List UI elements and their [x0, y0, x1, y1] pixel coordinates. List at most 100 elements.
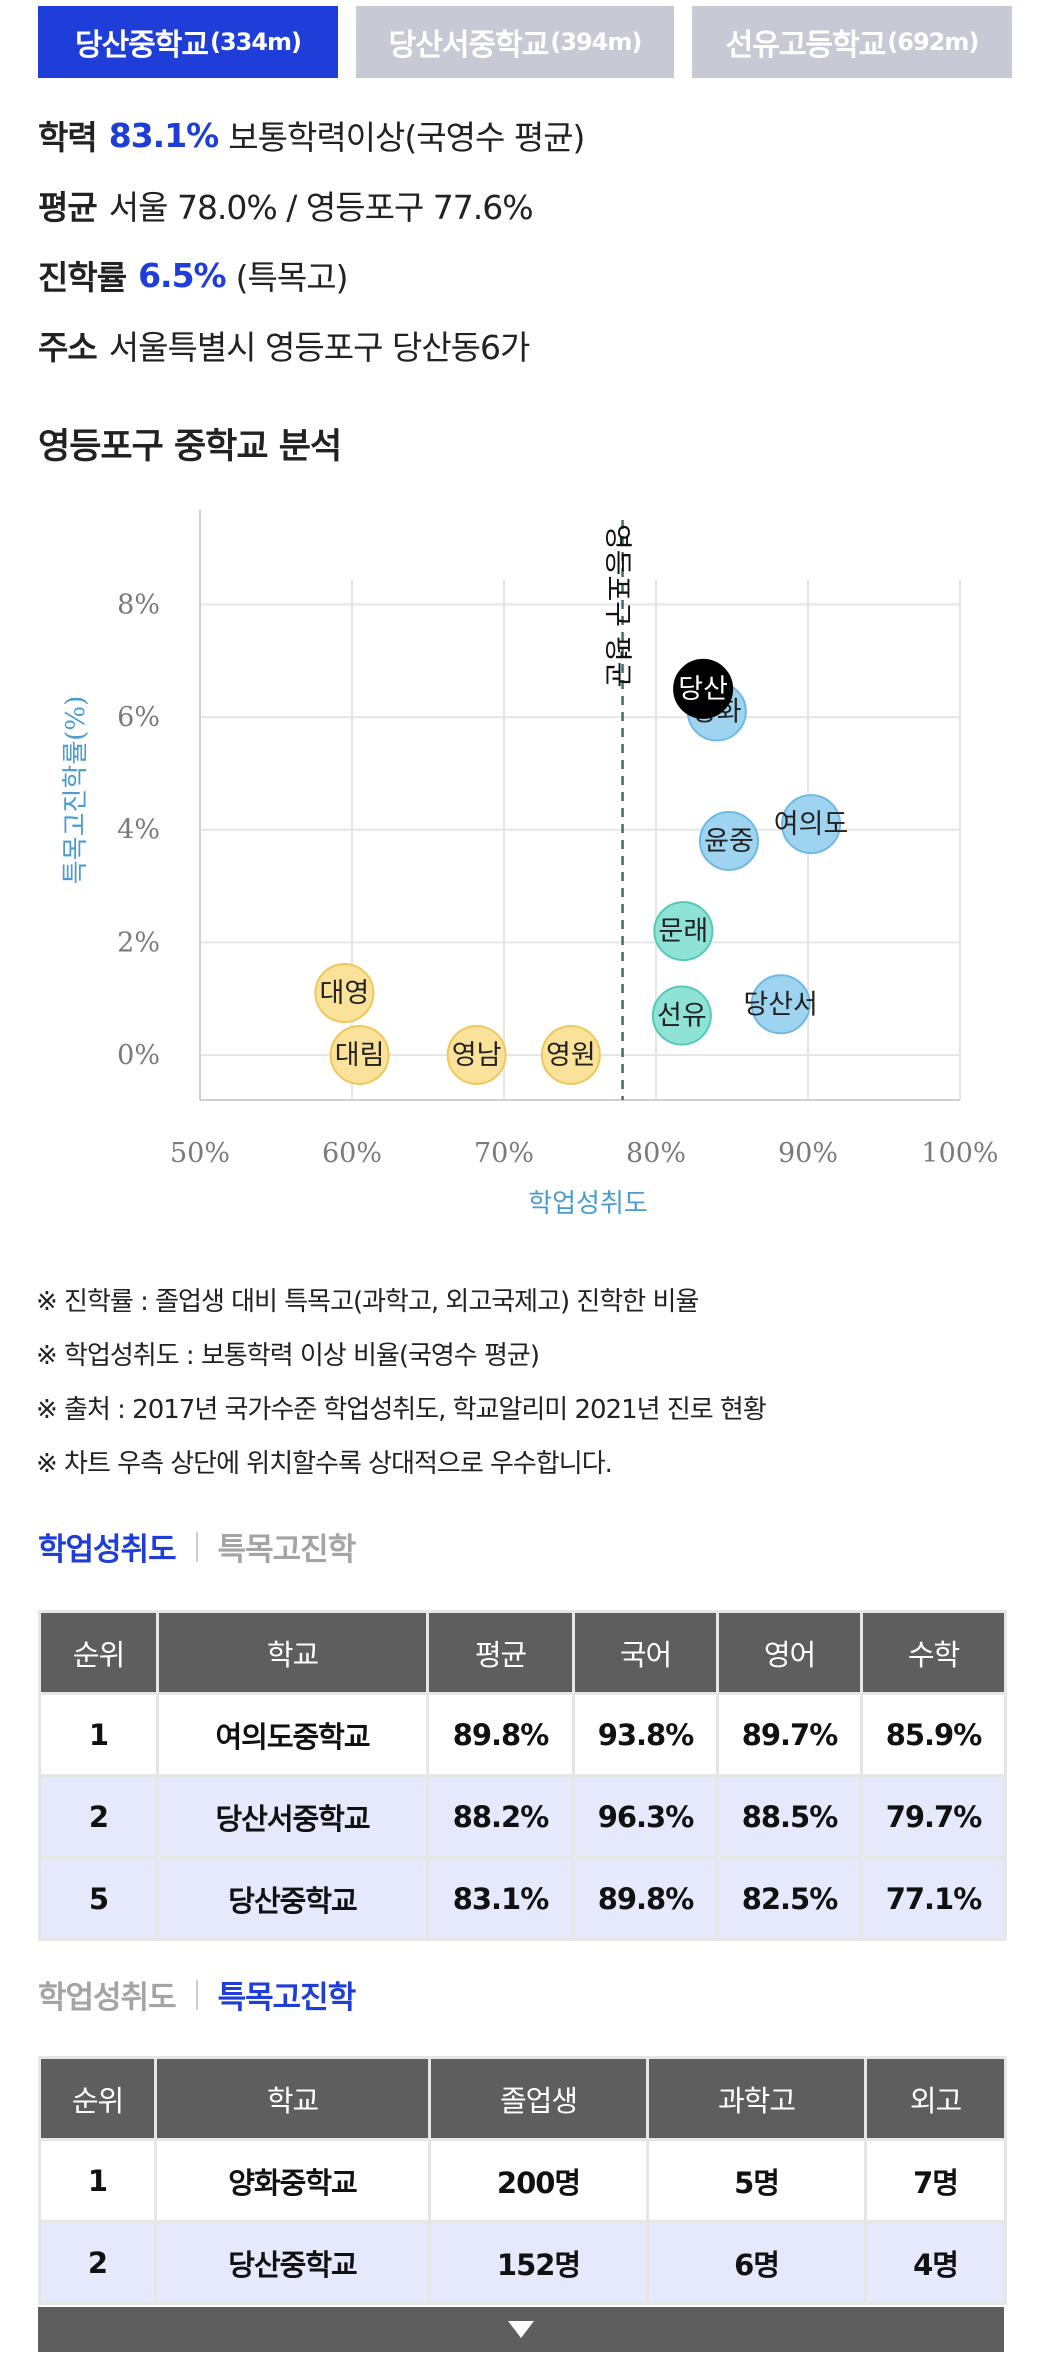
school-tab-name: 당산중학교 — [74, 28, 209, 63]
y-tick-label: 4% — [117, 815, 160, 846]
tab-divider — [195, 1979, 198, 2010]
data-point-label: 윤중 — [704, 826, 754, 857]
y-tick-label: 6% — [117, 702, 160, 733]
cell-math: 77.1% — [860, 1856, 1007, 1941]
info-accent-value: 6.5% — [138, 255, 227, 295]
cell-rank: 1 — [38, 1692, 159, 1777]
x-tick-label: 100% — [921, 1138, 998, 1169]
info-label: 주소 — [38, 328, 98, 367]
school-tabs: 당산중학교 (334m) 당산서중학교 (394m) 선유고등학교 (692m) — [38, 6, 1012, 78]
data-point — [651, 985, 712, 1046]
note-source: ※ 출처 : 2017년 국가수준 학업성취도, 학교알리미 2021년 진로 … — [36, 1394, 767, 1425]
x-tick-label: 70% — [474, 1138, 534, 1169]
cell-average: 83.1% — [426, 1856, 575, 1941]
school-tab-distance: (334m) — [209, 28, 302, 56]
tab-achievement[interactable]: 학업성취도 — [38, 1532, 177, 1568]
cell-school: 여의도중학교 — [156, 1692, 429, 1777]
cell-graduates: 152명 — [428, 2220, 649, 2305]
school-tab-dangsanseo[interactable]: 당산서중학교 (394m) — [356, 6, 674, 78]
y-tick-label: 0% — [117, 1040, 160, 1071]
table-row[interactable]: 2 당산중학교 152명 6명 4명 — [38, 2220, 1007, 2305]
special-school-table: 순위 학교 졸업생 과학고 외고 1 양화중학교 200명 5명 7명 2 당산… — [38, 2056, 1007, 2305]
cell-school: 당산서중학교 — [156, 1774, 429, 1859]
table-header-row: 순위 학교 평균 국어 영어 수학 — [38, 1610, 1007, 1695]
table-row[interactable]: 1 양화중학교 200명 5명 7명 — [38, 2138, 1007, 2223]
header-science-high: 과학고 — [646, 2056, 867, 2141]
data-point-label: 영남 — [452, 1040, 502, 1071]
data-point — [329, 1024, 390, 1085]
y-tick-label: 2% — [117, 927, 160, 958]
cell-foreign-lang-high: 7명 — [864, 2138, 1007, 2223]
cell-rank: 2 — [38, 2220, 157, 2305]
cell-foreign-lang-high: 4명 — [864, 2220, 1007, 2305]
school-tab-distance: (394m) — [550, 28, 642, 56]
info-label: 진학률 — [38, 258, 127, 297]
data-point — [698, 810, 759, 871]
school-tab-name: 당산서중학교 — [388, 28, 550, 63]
header-math: 수학 — [860, 1610, 1007, 1695]
data-point-label: 대림 — [335, 1040, 385, 1071]
table-row[interactable]: 5 당산중학교 83.1% 89.8% 82.5% 77.1% — [38, 1856, 1007, 1941]
note-advancement: ※ 진학률 : 졸업생 대비 특목고(과학고, 외고국제고) 진학한 비율 — [36, 1286, 699, 1317]
table2-tabs: 학업성취도 특목고진학 — [38, 1972, 357, 2017]
data-point-label: 대영 — [320, 978, 370, 1009]
cell-average: 89.8% — [426, 1692, 575, 1777]
reference-line-label: 영등포구 평균 — [602, 524, 635, 687]
cell-school: 당산중학교 — [154, 2220, 431, 2305]
header-english: 영어 — [716, 1610, 863, 1695]
table-header-row: 순위 학교 졸업생 과학고 외고 — [38, 2056, 1007, 2141]
cell-rank: 1 — [38, 2138, 157, 2223]
cell-math: 79.7% — [860, 1774, 1007, 1859]
cell-math: 85.9% — [860, 1692, 1007, 1777]
cell-english: 88.5% — [716, 1774, 863, 1859]
cell-english: 82.5% — [716, 1856, 863, 1941]
header-korean: 국어 — [572, 1610, 719, 1695]
note-achievement: ※ 학업성취도 : 보통학력 이상 비율(국영수 평균) — [36, 1340, 540, 1371]
cell-korean: 96.3% — [572, 1774, 719, 1859]
data-point — [314, 963, 375, 1024]
achievement-table: 순위 학교 평균 국어 영어 수학 1 여의도중학교 89.8% 93.8% 8… — [38, 1610, 1007, 1941]
x-tick-label: 90% — [778, 1138, 838, 1169]
cell-rank: 5 — [38, 1856, 159, 1941]
info-value: 서울 78.0% / 영등포구 77.6% — [108, 188, 534, 227]
table-row[interactable]: 1 여의도중학교 89.8% 93.8% 89.7% 85.9% — [38, 1692, 1007, 1777]
data-point — [446, 1024, 507, 1085]
data-point — [653, 901, 714, 962]
header-average: 평균 — [426, 1610, 575, 1695]
school-tab-dangsan[interactable]: 당산중학교 (334m) — [38, 6, 338, 78]
school-tab-distance: (692m) — [887, 28, 979, 56]
cell-science-high: 6명 — [646, 2220, 867, 2305]
data-point-label: 선유 — [657, 1001, 707, 1032]
data-point-label: 문래 — [659, 916, 709, 947]
info-label: 평균 — [38, 188, 98, 227]
cell-average: 88.2% — [426, 1774, 575, 1859]
y-tick-label: 8% — [117, 589, 160, 620]
info-desc: 보통학력이상(국영수 평균) — [228, 118, 585, 157]
table-row[interactable]: 2 당산서중학교 88.2% 96.3% 88.5% 79.7% — [38, 1774, 1007, 1859]
x-tick-label: 50% — [170, 1138, 230, 1169]
tab-divider — [195, 1531, 198, 1562]
show-more-bar[interactable] — [38, 2307, 1004, 2352]
info-address: 주소 서울특별시 영등포구 당산동6가 — [38, 310, 584, 380]
cell-graduates: 200명 — [428, 2138, 649, 2223]
caret-down-icon[interactable] — [508, 2321, 534, 2338]
cell-rank: 2 — [38, 1774, 159, 1859]
school-tab-name: 선유고등학교 — [725, 28, 887, 63]
tab-achievement[interactable]: 학업성취도 — [38, 1980, 177, 2016]
cell-korean: 89.8% — [572, 1856, 719, 1941]
school-info: 학력 83.1% 보통학력이상(국영수 평균) 평균 서울 78.0% / 영등… — [38, 100, 585, 380]
header-graduates: 졸업생 — [428, 2056, 649, 2141]
school-tab-seonyu[interactable]: 선유고등학교 (692m) — [692, 6, 1012, 78]
tab-special-school[interactable]: 특목고진학 — [217, 1980, 357, 2016]
info-desc: (특목고) — [235, 258, 349, 297]
header-school: 학교 — [154, 2056, 431, 2141]
x-tick-label: 60% — [322, 1138, 382, 1169]
note-reading: ※ 차트 우측 상단에 위치할수록 상대적으로 우수합니다. — [36, 1448, 613, 1479]
info-average: 평균 서울 78.0% / 영등포구 77.6% — [38, 170, 584, 240]
cell-english: 89.7% — [716, 1692, 863, 1777]
section-title: 영등포구 중학교 분석 — [38, 427, 342, 467]
data-point-label: 당산서 — [743, 989, 818, 1020]
cell-korean: 93.8% — [572, 1692, 719, 1777]
scatter-chart: 50%60%70%80%90%100%0%2%4%6%8% 영등포구 평균 양화… — [61, 510, 999, 1219]
tab-special-school[interactable]: 특목고진학 — [217, 1532, 357, 1568]
